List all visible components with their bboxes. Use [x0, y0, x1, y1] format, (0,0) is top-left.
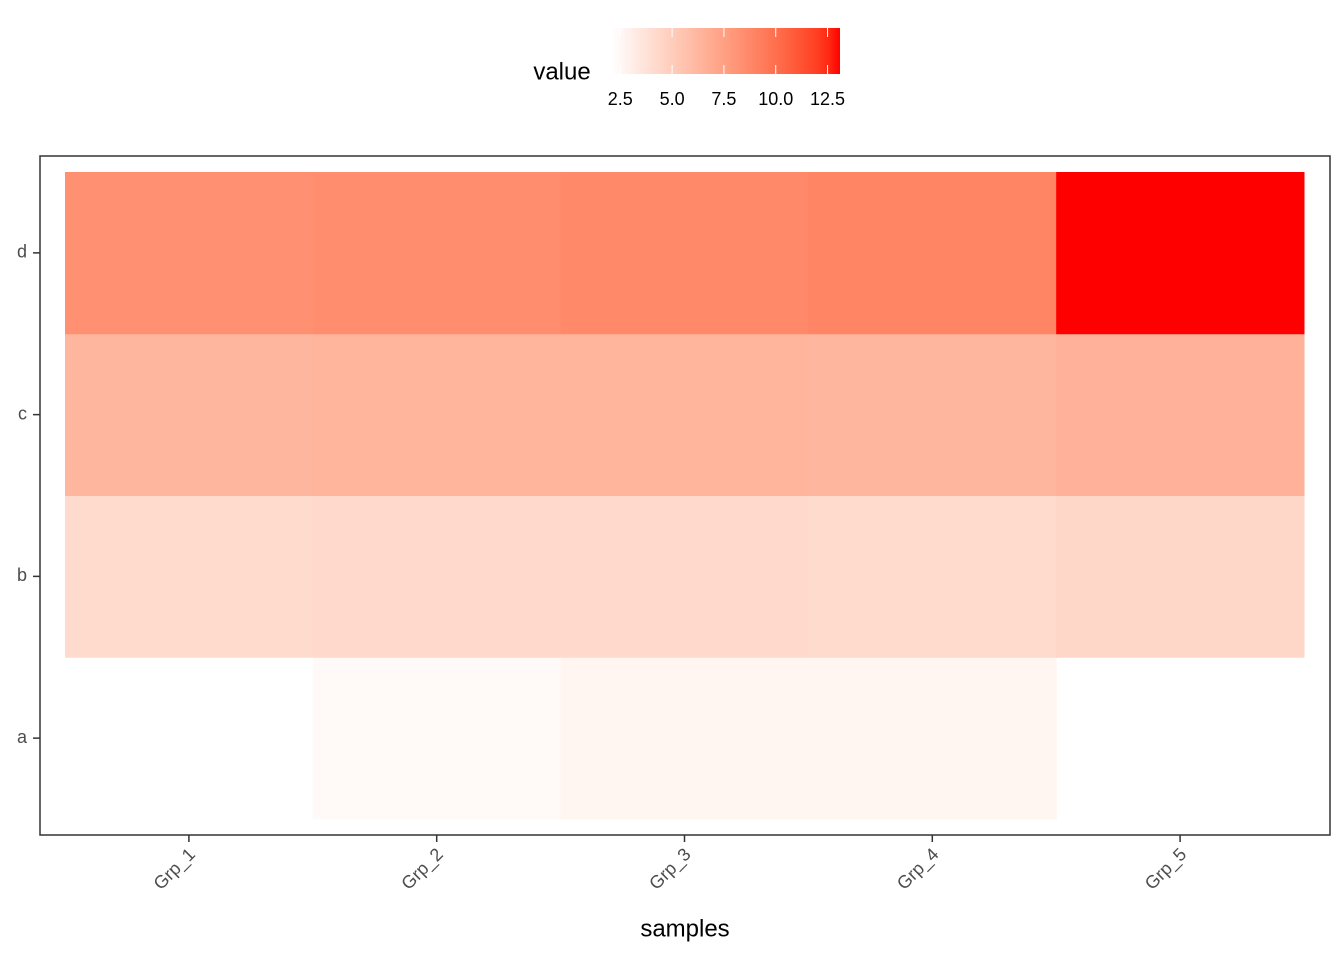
colorbar-tick-label: 7.5: [711, 89, 736, 109]
tile: [808, 495, 1057, 658]
tile: [808, 172, 1057, 335]
tile: [65, 172, 314, 335]
x-tick-label: Grp_1: [150, 844, 200, 894]
colorbar-tick-label: 5.0: [660, 89, 685, 109]
y-tick-label: d: [17, 242, 27, 262]
tile: [312, 172, 562, 335]
colorbar-tick-label: 10.0: [758, 89, 793, 109]
y-tick-label: a: [17, 727, 28, 747]
tile: [1056, 333, 1305, 496]
tile: [808, 333, 1057, 496]
tile: [808, 657, 1057, 820]
colorbar-tick-label: 12.5: [810, 89, 845, 109]
colorbar: [612, 28, 840, 74]
tile: [312, 495, 562, 658]
legend-title: value: [533, 58, 590, 85]
y-tick-label: c: [18, 403, 27, 423]
tile: [65, 495, 314, 658]
tile: [1056, 495, 1305, 658]
tile: [65, 333, 314, 496]
x-tick-label: Grp_5: [1141, 844, 1191, 894]
x-axis-title: samples: [640, 915, 729, 942]
x-tick-label: Grp_3: [645, 844, 695, 894]
tile: [312, 333, 562, 496]
tile: [1056, 172, 1305, 335]
tile: [560, 333, 809, 496]
y-tick-label: b: [17, 565, 27, 585]
tile: [65, 657, 314, 820]
x-tick-label: Grp_4: [893, 844, 943, 894]
tile: [560, 172, 809, 335]
x-tick-label: Grp_2: [397, 844, 447, 894]
colorbar-tick-label: 2.5: [608, 89, 633, 109]
tile: [560, 495, 809, 658]
tile: [312, 657, 562, 820]
tile: [560, 657, 809, 820]
